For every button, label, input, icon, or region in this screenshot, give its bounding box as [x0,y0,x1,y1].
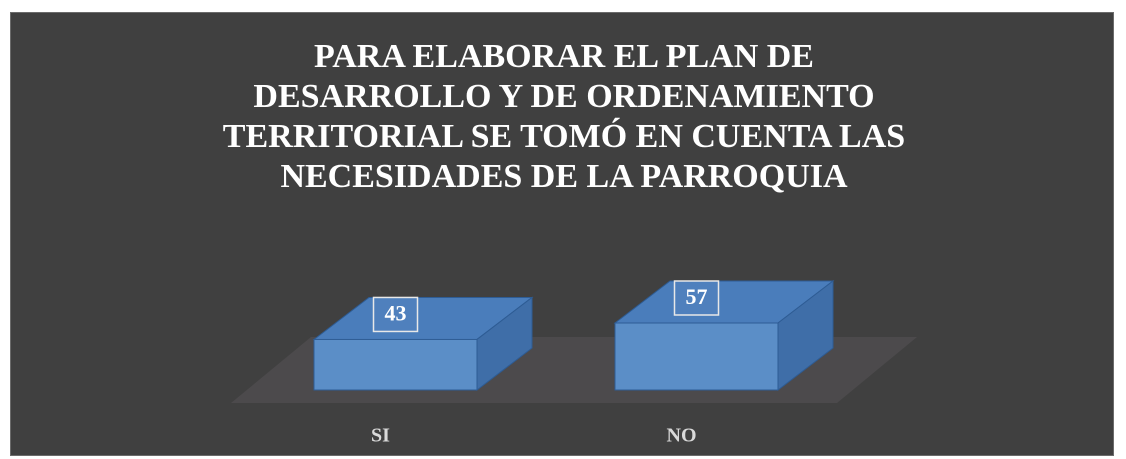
value-label-box [372,296,419,333]
chart-title: PARA ELABORAR EL PLAN DE DESARROLLO Y DE… [222,38,906,195]
chart: 43 SI 57 NO [231,279,917,447]
x-tick-label: NO [667,425,697,447]
bar [313,338,478,391]
bar [614,322,779,391]
x-tick-label: SI [371,425,390,447]
value-label: 57 [686,284,708,309]
value-label-box [673,280,720,316]
chart-area: PARA ELABORAR EL PLAN DE DESARROLLO Y DE… [10,12,1114,456]
value-label: 43 [385,301,407,326]
